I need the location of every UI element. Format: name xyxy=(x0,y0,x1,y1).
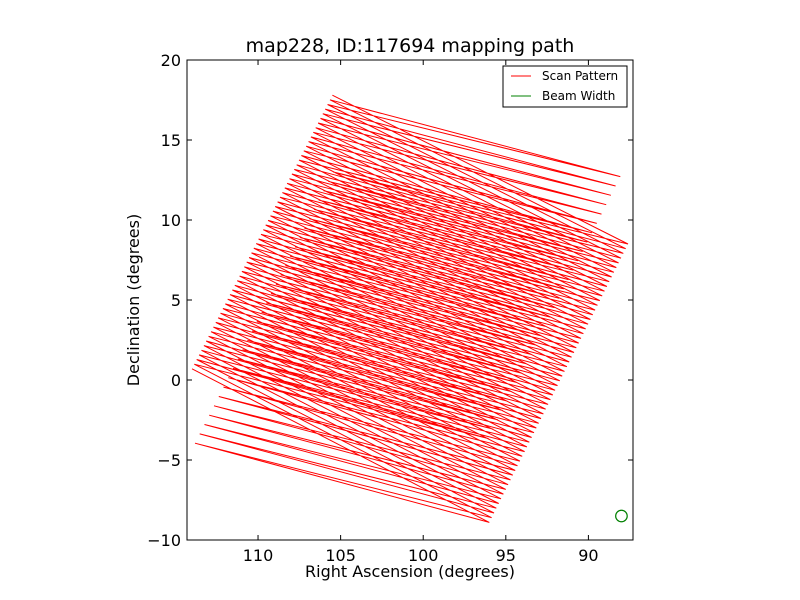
chart-title: map228, ID:117694 mapping path xyxy=(246,35,575,57)
x-tick-label: 95 xyxy=(496,546,516,565)
scan-pattern-path xyxy=(191,94,629,523)
y-tick-label: −10 xyxy=(147,531,181,550)
legend: Scan Pattern Beam Width xyxy=(502,65,628,108)
y-tick-label: 5 xyxy=(171,291,181,310)
y-tick-label: 20 xyxy=(161,51,181,70)
plot-area xyxy=(186,59,634,541)
x-tick-label: 105 xyxy=(325,546,356,565)
ticks-layer: 110 105 100 95 90 −10 −5 0 5 10 15 20 xyxy=(147,51,633,565)
y-tick-label: 10 xyxy=(161,211,181,230)
legend-label-beam-width: Beam Width xyxy=(542,89,615,103)
x-tick-label: 90 xyxy=(578,546,598,565)
y-tick-label: −5 xyxy=(157,451,181,470)
y-tick-label: 0 xyxy=(171,371,181,390)
x-tick-label: 100 xyxy=(408,546,439,565)
legend-label-scan-pattern: Scan Pattern xyxy=(542,69,618,83)
y-tick-label: 15 xyxy=(161,131,181,150)
series-layer xyxy=(191,94,629,523)
beam-width-circle xyxy=(615,509,628,523)
x-axis-title: Right Ascension (degrees) xyxy=(305,562,515,581)
legend-box xyxy=(502,65,628,108)
y-axis-title: Declination (degrees) xyxy=(124,214,143,386)
x-tick-label: 110 xyxy=(243,546,274,565)
